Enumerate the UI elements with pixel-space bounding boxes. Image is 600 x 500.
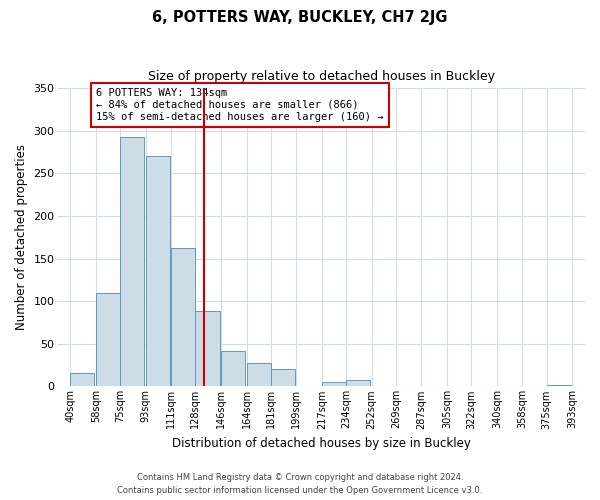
Bar: [247, 364, 271, 386]
Bar: [70, 373, 94, 386]
Bar: [221, 352, 245, 386]
Bar: [120, 137, 144, 386]
Bar: [322, 382, 346, 386]
Bar: [171, 248, 196, 386]
Y-axis label: Number of detached properties: Number of detached properties: [15, 144, 28, 330]
Bar: [346, 380, 370, 386]
Bar: [271, 368, 295, 386]
Bar: [96, 292, 120, 386]
Title: Size of property relative to detached houses in Buckley: Size of property relative to detached ho…: [148, 70, 495, 83]
Text: 6, POTTERS WAY, BUCKLEY, CH7 2JG: 6, POTTERS WAY, BUCKLEY, CH7 2JG: [152, 10, 448, 25]
X-axis label: Distribution of detached houses by size in Buckley: Distribution of detached houses by size …: [172, 437, 470, 450]
Text: 6 POTTERS WAY: 134sqm
← 84% of detached houses are smaller (866)
15% of semi-det: 6 POTTERS WAY: 134sqm ← 84% of detached …: [96, 88, 383, 122]
Bar: [547, 384, 571, 386]
Bar: [196, 312, 220, 386]
Text: Contains HM Land Registry data © Crown copyright and database right 2024.
Contai: Contains HM Land Registry data © Crown c…: [118, 474, 482, 495]
Bar: [146, 156, 170, 386]
